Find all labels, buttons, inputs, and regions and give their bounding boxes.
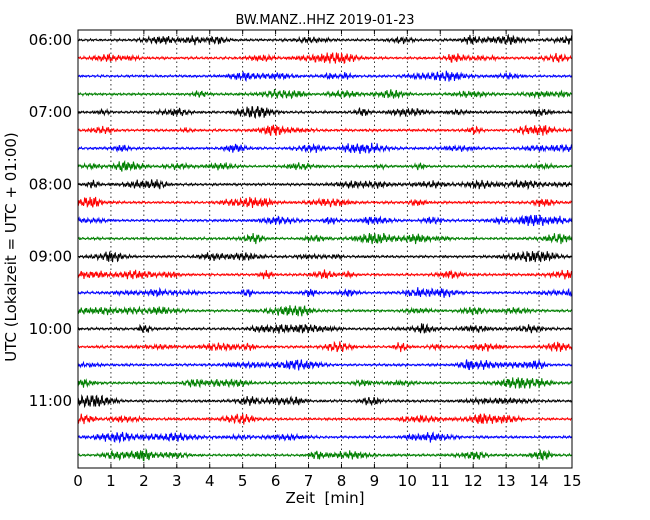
trace-line [77, 394, 573, 409]
trace-line [77, 106, 573, 120]
trace-line [77, 447, 573, 462]
trace-line [77, 413, 573, 425]
y-tick-label: 07:00 [29, 103, 72, 121]
trace-line [77, 340, 573, 353]
trace-line [77, 286, 573, 298]
trace-line [77, 196, 573, 209]
x-tick-label: 14 [530, 472, 549, 490]
trace-line [77, 179, 573, 191]
x-tick-label: 15 [562, 472, 581, 490]
x-tick-label: 4 [205, 472, 215, 490]
y-tick-label: 10:00 [29, 320, 72, 338]
x-tick-label: 7 [304, 472, 314, 490]
trace-line [77, 305, 573, 317]
trace-line [77, 323, 573, 334]
trace-line [77, 159, 573, 172]
x-tick-label: 3 [172, 472, 182, 490]
y-axis: 06:00 07:00 08:00 09:00 10:00 11:00 [29, 31, 572, 410]
trace-line [77, 232, 573, 245]
y-tick-label: 09:00 [29, 248, 72, 266]
x-tick-label: 5 [238, 472, 248, 490]
x-tick-label: 10 [398, 472, 417, 490]
x-tick-label: 0 [73, 472, 83, 490]
x-tick-label: 1 [106, 472, 116, 490]
x-tick-label: 6 [271, 472, 281, 490]
y-tick-label: 06:00 [29, 31, 72, 49]
grid-lines [110, 30, 540, 468]
trace-line [77, 70, 573, 82]
trace-line [77, 377, 573, 389]
chart-title: BW.MANZ..HHZ 2019-01-23 [235, 13, 414, 28]
x-tick-label: 11 [431, 472, 450, 490]
trace-line [77, 214, 573, 227]
trace-line [77, 250, 573, 263]
trace-line [77, 88, 573, 100]
trace-line [77, 431, 573, 444]
trace-line [77, 142, 573, 154]
x-tick-label: 12 [464, 472, 483, 490]
x-tick-label: 9 [370, 472, 380, 490]
x-tick-label: 8 [337, 472, 347, 490]
trace-line [77, 124, 573, 136]
trace-line [77, 33, 573, 46]
y-tick-label: 08:00 [29, 175, 72, 193]
trace-line [77, 359, 573, 371]
y-tick-label: 11:00 [29, 392, 72, 410]
x-axis-title: Zeit [min] [285, 489, 364, 507]
x-tick-label: 13 [497, 472, 516, 490]
seismogram-traces [77, 33, 573, 462]
plot-frame [77, 29, 573, 469]
x-tick-label: 2 [139, 472, 149, 490]
x-axis: 0 1 2 3 4 5 6 7 8 9 10 11 12 13 14 15 [73, 30, 582, 490]
y-axis-title: UTC (Lokalzeit = UTC + 01:00) [2, 132, 20, 362]
trace-line [77, 51, 573, 65]
trace-line [77, 269, 573, 280]
